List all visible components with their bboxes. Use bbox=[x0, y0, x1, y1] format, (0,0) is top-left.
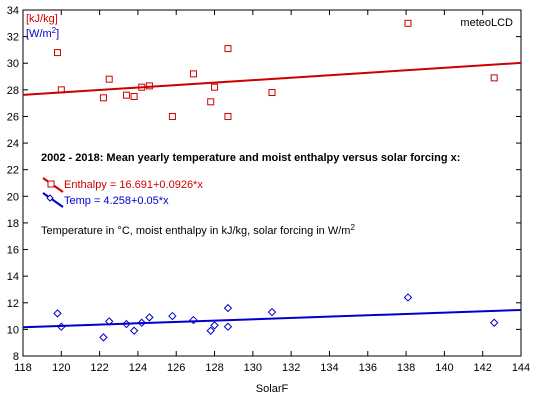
data-point-temp bbox=[122, 319, 131, 329]
data-point-enthalpy bbox=[57, 86, 65, 94]
x-tick-label: 138 bbox=[397, 362, 415, 374]
x-tick-label: 140 bbox=[435, 362, 453, 374]
data-point-temp bbox=[168, 311, 177, 321]
data-points bbox=[53, 19, 499, 342]
legend-line-temp bbox=[42, 192, 64, 208]
y-tick-label: 12 bbox=[7, 298, 19, 310]
chart-title: 2002 - 2018: Mean yearly temperature and… bbox=[41, 152, 460, 164]
data-point-temp bbox=[489, 318, 499, 327]
y-tick-label: 10 bbox=[7, 324, 19, 336]
x-axis-label: SolarF bbox=[256, 383, 289, 395]
data-point-temp bbox=[99, 333, 108, 342]
data-point-temp bbox=[57, 322, 66, 331]
legend-label-temp: Temp = 4.258+0.05*x bbox=[64, 195, 169, 207]
data-point-temp bbox=[137, 318, 146, 327]
data-point-temp bbox=[206, 326, 215, 335]
y-tick-label: 8 bbox=[13, 351, 19, 363]
x-tick-label: 118 bbox=[14, 362, 32, 374]
y-tick-label: 20 bbox=[7, 191, 19, 203]
y-tick-label: 30 bbox=[7, 58, 19, 70]
data-point-enthalpy bbox=[53, 49, 61, 57]
legend-marker-temp bbox=[46, 194, 54, 202]
legend-item-temp: Temp = 4.258+0.05*x bbox=[42, 192, 169, 208]
data-point-enthalpy bbox=[211, 83, 219, 91]
x-tick-label: 128 bbox=[205, 362, 223, 374]
data-point-temp bbox=[129, 326, 139, 335]
data-point-enthalpy bbox=[122, 91, 130, 99]
y-tick-label: 24 bbox=[7, 138, 19, 150]
x-tick-label: 130 bbox=[244, 362, 262, 374]
y-tick-label: 28 bbox=[7, 85, 19, 97]
data-point-enthalpy bbox=[224, 112, 232, 120]
x-tick-label: 136 bbox=[359, 362, 377, 374]
data-point-enthalpy bbox=[130, 93, 138, 100]
data-point-temp bbox=[104, 317, 114, 326]
data-point-enthalpy bbox=[490, 74, 498, 82]
data-point-enthalpy bbox=[207, 98, 215, 106]
data-point-enthalpy bbox=[105, 75, 113, 83]
y-tick-label: 26 bbox=[7, 111, 19, 123]
y-axis: 8 10 12 14 16 18 20 22 24 26 28 30 32 34 bbox=[7, 5, 521, 363]
x-tick-label: 120 bbox=[52, 362, 70, 374]
units-note: Temperature in °C, moist enthalpy in kJ/… bbox=[41, 223, 355, 237]
y-tick-label: 18 bbox=[7, 218, 19, 230]
legend: Enthalpy = 16.691+0.0926*x Temp = 4.258+… bbox=[42, 177, 203, 208]
data-point-temp bbox=[189, 315, 198, 325]
data-point-temp bbox=[53, 309, 62, 318]
x-tick-label: 144 bbox=[512, 362, 530, 374]
data-point-temp bbox=[403, 293, 413, 302]
fit-line-enthalpy bbox=[22, 61, 522, 96]
watermark-label: meteoLCD bbox=[460, 17, 513, 29]
data-point-enthalpy bbox=[189, 70, 197, 78]
data-point-temp bbox=[223, 303, 233, 313]
data-point-enthalpy bbox=[268, 89, 276, 97]
data-point-temp bbox=[267, 307, 277, 317]
data-point-enthalpy bbox=[145, 82, 153, 90]
data-point-enthalpy bbox=[99, 94, 107, 102]
unit-label-enthalpy: [kJ/kg] bbox=[26, 13, 58, 25]
x-tick-label: 132 bbox=[282, 362, 300, 374]
data-point-temp bbox=[223, 322, 233, 331]
x-tick-label: 122 bbox=[90, 362, 108, 374]
y-tick-label: 32 bbox=[7, 32, 19, 44]
x-tick-label: 124 bbox=[129, 362, 147, 374]
data-point-enthalpy bbox=[224, 45, 232, 53]
fit-line-temp bbox=[22, 308, 522, 329]
legend-item-enthalpy: Enthalpy = 16.691+0.0926*x bbox=[42, 177, 203, 193]
data-point-enthalpy bbox=[168, 112, 176, 120]
legend-label-enthalpy: Enthalpy = 16.691+0.0926*x bbox=[64, 179, 203, 191]
y-tick-label: 34 bbox=[7, 5, 19, 17]
x-tick-label: 134 bbox=[320, 362, 338, 374]
data-point-temp bbox=[210, 321, 219, 330]
x-axis: 118 120 122 124 126 128 130 132 134 136 138 140 142 1… bbox=[14, 10, 530, 374]
y-tick-label: 22 bbox=[7, 165, 19, 177]
data-point-temp bbox=[145, 313, 154, 322]
data-point-enthalpy bbox=[138, 83, 146, 91]
y-tick-label: 16 bbox=[7, 245, 19, 257]
data-point-enthalpy bbox=[404, 19, 412, 27]
y-tick-label: 14 bbox=[7, 271, 19, 283]
legend-marker-enthalpy bbox=[47, 180, 55, 188]
fit-lines bbox=[22, 61, 522, 329]
x-tick-label: 142 bbox=[474, 362, 492, 374]
unit-label-solar: [W/m2] bbox=[26, 26, 59, 40]
x-tick-label: 126 bbox=[167, 362, 185, 374]
